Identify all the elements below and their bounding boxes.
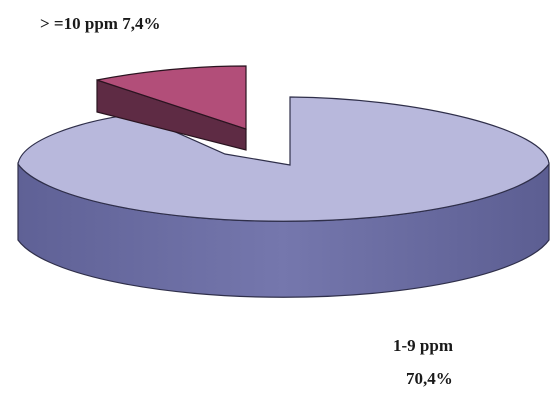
slice-high-top: [96, 65, 247, 130]
label-high-slice: > =10 ppm 7,4%: [40, 14, 160, 33]
label-main-slice-percent: 70,4%: [406, 369, 453, 388]
slice-main-top: [17, 96, 550, 222]
label-main-slice-name: 1-9 ppm: [393, 336, 453, 355]
